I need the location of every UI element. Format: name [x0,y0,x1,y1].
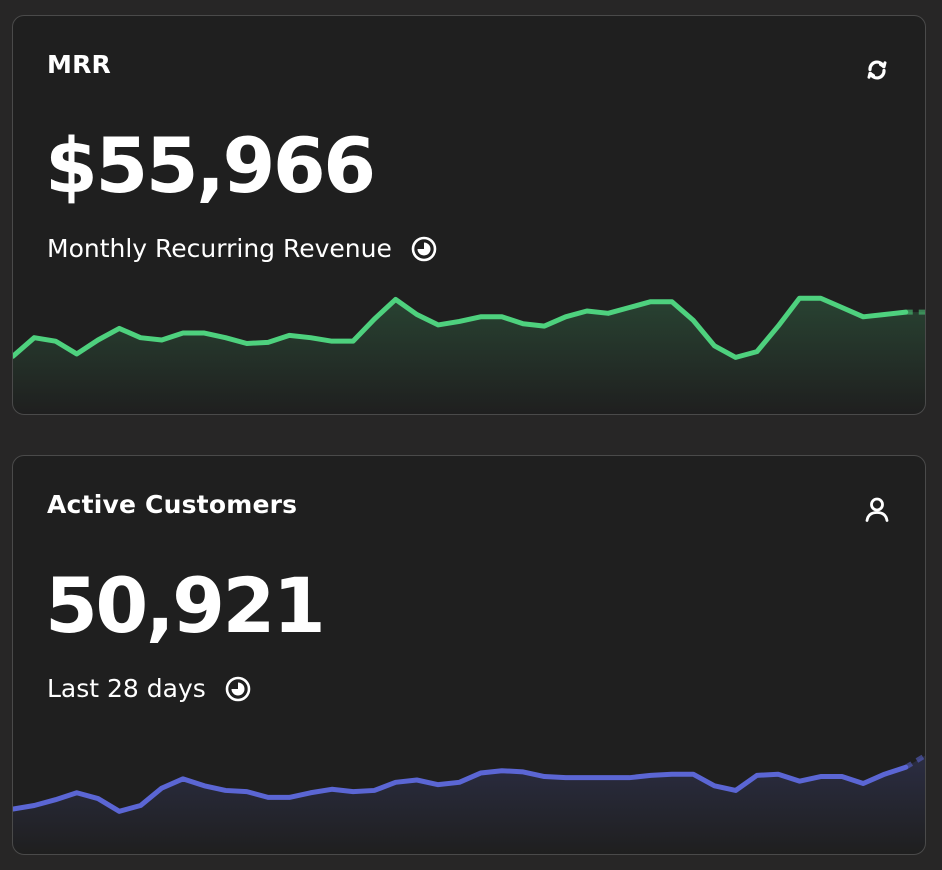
clock-pie-icon[interactable] [224,675,252,703]
metric-subtitle-row: Monthly Recurring Revenue [47,234,438,263]
metric-value: 50,921 [45,561,326,650]
metric-subtitle: Monthly Recurring Revenue [47,234,392,263]
metric-value: $55,966 [45,121,376,210]
user-icon[interactable] [859,492,895,528]
sparkline-line [13,764,909,814]
clock-pie-icon[interactable] [410,235,438,263]
sparkline-area [13,755,925,854]
card-title: MRR [47,50,111,79]
sparkline-projection [904,752,925,770]
card-title: Active Customers [47,490,298,519]
metric-subtitle-row: Last 28 days [47,674,252,703]
metric-subtitle: Last 28 days [47,674,206,703]
sparkline-line [13,295,909,360]
refresh-arrows-icon[interactable] [859,52,895,88]
active-customers-card[interactable]: Active Customers 50,921 Last 28 days [12,455,926,855]
mrr-card[interactable]: MRR $55,966 Monthly Recurring Revenue [12,15,926,415]
customers-sparkline [13,752,925,854]
mrr-sparkline [13,295,925,414]
